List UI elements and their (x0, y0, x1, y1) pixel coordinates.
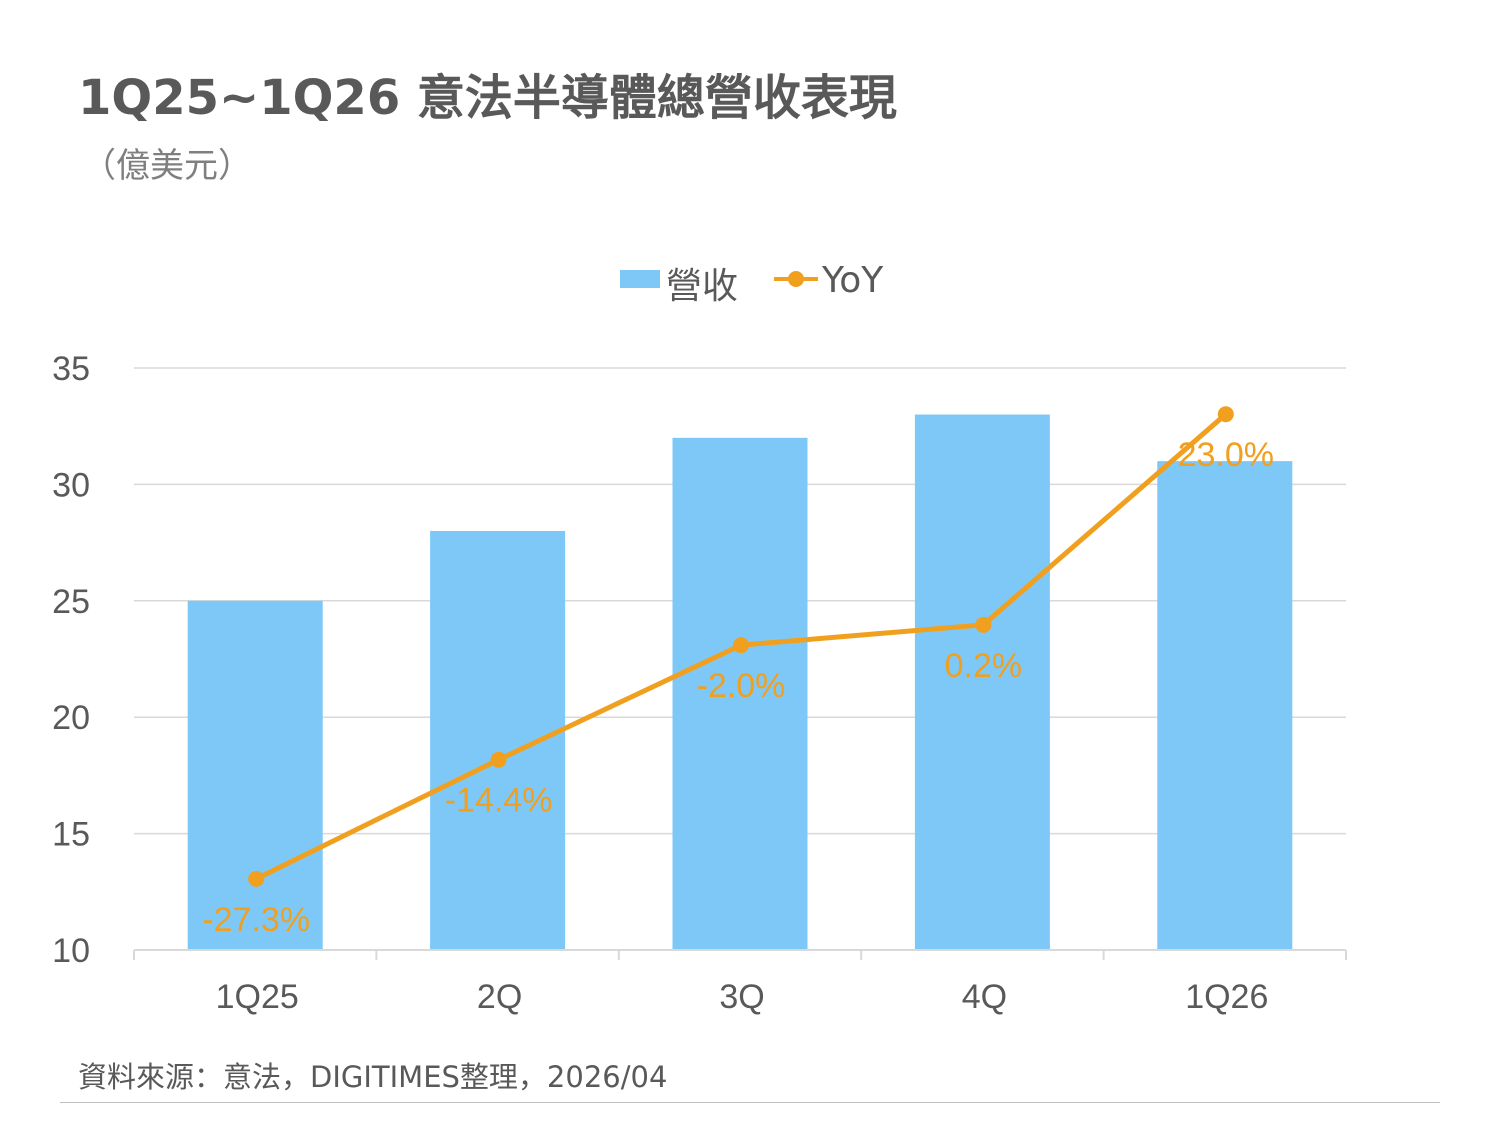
y-tick-label: 20 (52, 699, 90, 737)
yoy-data-label: 23.0% (1178, 436, 1274, 474)
legend-bar-swatch (620, 270, 660, 288)
revenue-bar (1157, 461, 1293, 950)
x-tick-label: 2Q (477, 978, 522, 1016)
x-tick-label: 4Q (962, 978, 1007, 1016)
y-tick-label: 15 (52, 816, 90, 854)
unit-label: （億美元） (82, 146, 252, 186)
legend-line-marker (788, 271, 804, 287)
yoy-point (1217, 406, 1234, 423)
yoy-data-label: -2.0% (697, 667, 786, 705)
revenue-bar (672, 437, 808, 951)
yoy-data-label: -14.4% (445, 782, 553, 820)
yoy-point (490, 751, 507, 768)
y-tick-label: 35 (52, 350, 90, 388)
legend-yoy-label: YoY (821, 260, 884, 301)
source-note: 資料來源：意法，DIGITIMES整理，2026/04 (78, 1060, 668, 1094)
yoy-point (733, 637, 749, 654)
bottom-divider (60, 1102, 1440, 1103)
y-tick-label: 25 (52, 583, 90, 621)
revenue-bar (187, 600, 323, 950)
legend-revenue-label: 營收 (666, 266, 738, 307)
revenue-bar (914, 414, 1050, 950)
y-tick-label: 10 (52, 932, 90, 970)
yoy-point (975, 616, 992, 633)
x-tick-label: 3Q (719, 978, 764, 1016)
yoy-data-label: -27.3% (202, 901, 310, 939)
x-tick-label: 1Q25 (216, 978, 299, 1016)
yoy-data-label: 0.2% (945, 647, 1023, 685)
yoy-point (248, 870, 265, 887)
x-tick-label: 1Q26 (1185, 978, 1268, 1016)
y-tick-label: 30 (52, 466, 90, 504)
chart-title: 1Q25~1Q26 意法半導體總營收表現 (78, 70, 897, 126)
